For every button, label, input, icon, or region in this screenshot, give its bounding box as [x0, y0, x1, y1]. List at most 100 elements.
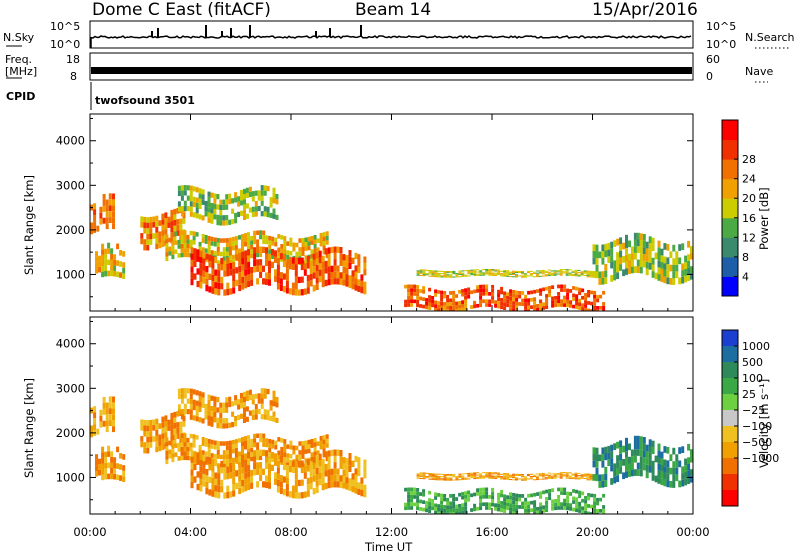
echo-cell — [228, 242, 232, 247]
echo-cell — [223, 264, 227, 271]
echo-cell — [357, 254, 361, 261]
echo-cell — [479, 475, 483, 477]
echo-cell — [569, 289, 573, 293]
echo-cell — [280, 257, 284, 262]
echo-cell — [189, 433, 193, 439]
echo-cell — [479, 296, 483, 300]
echo-cell — [422, 286, 426, 290]
echo-cell — [554, 506, 558, 511]
echo-cell — [503, 476, 507, 478]
echo-cell — [639, 469, 643, 477]
echo-cell — [449, 306, 453, 310]
echo-cell — [613, 260, 617, 268]
echo-cell — [294, 289, 298, 296]
echo-cell — [266, 206, 270, 212]
echo-cell — [574, 476, 578, 478]
echo-cell — [416, 495, 420, 500]
echo-cell — [225, 251, 229, 256]
echo-cell — [491, 274, 495, 276]
echo-cell — [416, 288, 420, 293]
echo-cell — [193, 254, 197, 261]
echo-cell — [575, 497, 579, 501]
echo-cell — [189, 211, 193, 217]
echo-cell — [422, 275, 426, 277]
echo-cell — [467, 294, 471, 299]
echo-cell — [479, 476, 483, 478]
echo-cell — [416, 506, 420, 511]
echo-cell — [155, 424, 159, 430]
echo-cell — [690, 449, 693, 456]
echo-cell — [105, 414, 109, 421]
echo-cell — [458, 504, 462, 508]
echo-cell — [455, 508, 459, 512]
echo-cell — [622, 445, 626, 453]
echo-cell — [201, 234, 205, 239]
echo-cell — [235, 254, 239, 261]
echo-cell — [437, 304, 441, 309]
echo-cell — [210, 213, 214, 219]
echo-cell — [217, 263, 221, 271]
echo-cell — [315, 252, 319, 259]
echo-cell — [449, 494, 453, 498]
echo-cell — [211, 281, 215, 288]
echo-cell — [146, 442, 150, 448]
echo-cell — [595, 447, 599, 455]
echo-cell — [526, 478, 530, 480]
echo-cell — [628, 260, 631, 268]
echo-cell — [280, 244, 284, 249]
echo-cell — [254, 211, 258, 217]
echo-cell — [244, 237, 247, 243]
echo-cell — [351, 479, 355, 486]
echo-cell — [497, 472, 501, 474]
echo-cell — [186, 239, 190, 244]
echo-cell — [440, 294, 444, 298]
echo-cell — [173, 439, 177, 446]
echo-cell — [247, 458, 251, 465]
echo-cell — [497, 500, 501, 504]
echo-cell — [216, 194, 220, 200]
echo-cell — [146, 228, 150, 234]
echo-cell — [325, 240, 329, 245]
echo-cell — [250, 279, 254, 286]
echo-cell — [422, 274, 426, 276]
echo-cell — [419, 269, 423, 271]
echo-cell — [173, 208, 177, 215]
echo-cell — [482, 476, 486, 478]
echo-cell — [309, 261, 313, 268]
echo-cell — [245, 416, 249, 422]
echo-cell — [213, 401, 217, 407]
echo-cell — [180, 409, 184, 415]
echo-cell — [536, 492, 540, 496]
echo-cell — [325, 456, 329, 462]
echo-cell — [509, 272, 512, 274]
echo-cell — [645, 471, 649, 479]
echo-cell — [222, 238, 226, 243]
echo-cell — [268, 279, 271, 286]
echo-cell — [234, 452, 238, 457]
echo-cell — [207, 236, 211, 241]
echo-cell — [491, 299, 495, 304]
echo-cell — [419, 499, 423, 504]
echo-cell — [248, 394, 252, 401]
echo-cell — [180, 451, 184, 456]
echo-cell — [550, 473, 554, 475]
echo-cell — [443, 309, 447, 311]
echo-cell — [167, 419, 171, 426]
echo-cell — [193, 248, 197, 255]
echo-cell — [654, 272, 658, 280]
echo-cell — [568, 472, 572, 474]
echo-cell — [167, 216, 171, 223]
echo-cell — [404, 284, 408, 289]
echo-cell — [458, 276, 462, 278]
echo-cell — [260, 200, 264, 206]
echo-cell — [99, 218, 103, 225]
echo-cell — [336, 278, 340, 285]
echo-cell — [416, 270, 420, 272]
echo-cell — [639, 253, 643, 260]
echo-cell — [464, 292, 468, 296]
echo-cell — [566, 303, 570, 308]
echo-cell — [279, 475, 283, 482]
echo-cell — [672, 447, 676, 455]
echo-cell — [568, 272, 572, 274]
echo-cell — [259, 474, 263, 481]
